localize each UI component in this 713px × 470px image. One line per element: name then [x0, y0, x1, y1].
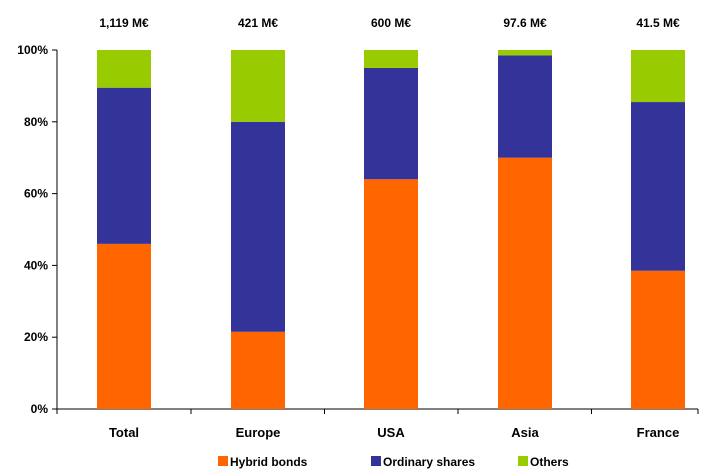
bar-france-hybrid-bonds: [631, 270, 685, 409]
bar-france-ordinary-shares: [631, 102, 685, 271]
bar-europe-hybrid-bonds: [231, 331, 285, 409]
y-tick-label: 100%: [17, 43, 48, 57]
y-tick-label: 40%: [24, 258, 48, 272]
total-label-europe: 421 M€: [238, 16, 278, 30]
legend-swatch-others: [518, 456, 528, 466]
y-axis-ticks: 0% 20% 40% 60% 80% 100%: [17, 43, 57, 416]
total-label-total: 1,119 M€: [99, 16, 149, 30]
bars: [97, 50, 685, 409]
legend-label-hybrid-bonds: Hybrid bonds: [230, 455, 308, 469]
bar-usa-others: [364, 50, 418, 68]
y-tick-label: 20%: [24, 330, 48, 344]
bar-usa-hybrid-bonds: [364, 179, 418, 409]
total-label-usa: 600 M€: [371, 16, 411, 30]
bar-asia-ordinary-shares: [498, 55, 552, 158]
legend-swatch-ordinary-shares: [371, 456, 381, 466]
bar-usa-ordinary-shares: [364, 67, 418, 180]
bar-asia-others: [498, 50, 552, 56]
bar-total-others: [97, 50, 151, 88]
x-category-label: France: [637, 425, 680, 440]
y-tick-label: 0%: [31, 402, 49, 416]
y-tick-label: 80%: [24, 115, 48, 129]
bar-total-hybrid-bonds: [97, 243, 151, 409]
bar-total-ordinary-shares: [97, 87, 151, 244]
legend-swatch-hybrid-bonds: [218, 456, 228, 466]
x-category-label: Europe: [236, 425, 281, 440]
x-category-label: Total: [109, 425, 139, 440]
category-labels: Total Europe USA Asia France: [109, 425, 679, 440]
total-label-asia: 97.6 M€: [503, 16, 547, 30]
x-category-label: Asia: [511, 425, 539, 440]
bar-europe-others: [231, 50, 285, 122]
y-tick-label: 60%: [24, 187, 48, 201]
x-category-label: USA: [377, 425, 405, 440]
legend: Hybrid bonds Ordinary shares Others: [218, 455, 569, 469]
legend-label-others: Others: [530, 455, 569, 469]
bar-asia-hybrid-bonds: [498, 157, 552, 409]
legend-label-ordinary-shares: Ordinary shares: [383, 455, 475, 469]
bar-europe-ordinary-shares: [231, 121, 285, 332]
total-label-france: 41.5 M€: [636, 16, 680, 30]
total-labels: 1,119 M€ 421 M€ 600 M€ 97.6 M€ 41.5 M€: [99, 16, 680, 30]
bar-france-others: [631, 50, 685, 103]
